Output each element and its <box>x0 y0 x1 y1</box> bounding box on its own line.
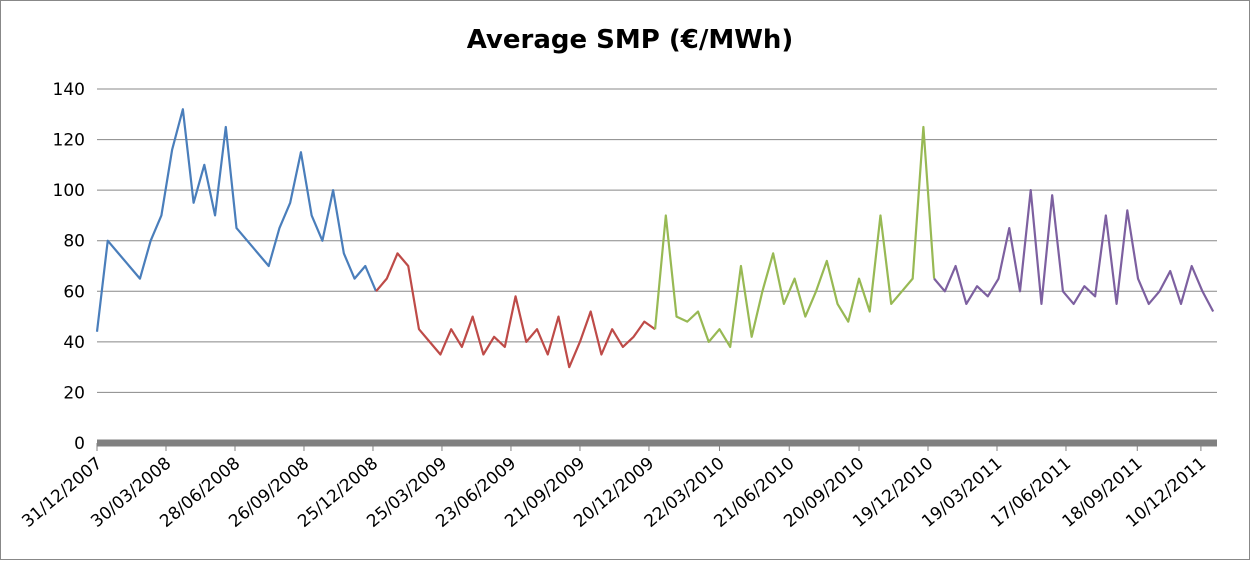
series-line <box>375 252 656 369</box>
series-line <box>95 108 378 332</box>
y-tick-label: 140 <box>53 80 85 100</box>
y-tick-label: 40 <box>63 333 85 353</box>
series-line <box>933 189 1215 313</box>
y-tick-label: 100 <box>53 181 85 201</box>
y-tick-label: 0 <box>74 434 85 454</box>
y-tick-label: 120 <box>53 131 85 151</box>
chart-title: Average SMP (€/MWh) <box>467 25 794 55</box>
y-tick-label: 80 <box>63 232 85 252</box>
y-tick-label: 60 <box>63 282 85 302</box>
y-tick-label: 20 <box>63 383 85 403</box>
series-line <box>653 125 936 349</box>
